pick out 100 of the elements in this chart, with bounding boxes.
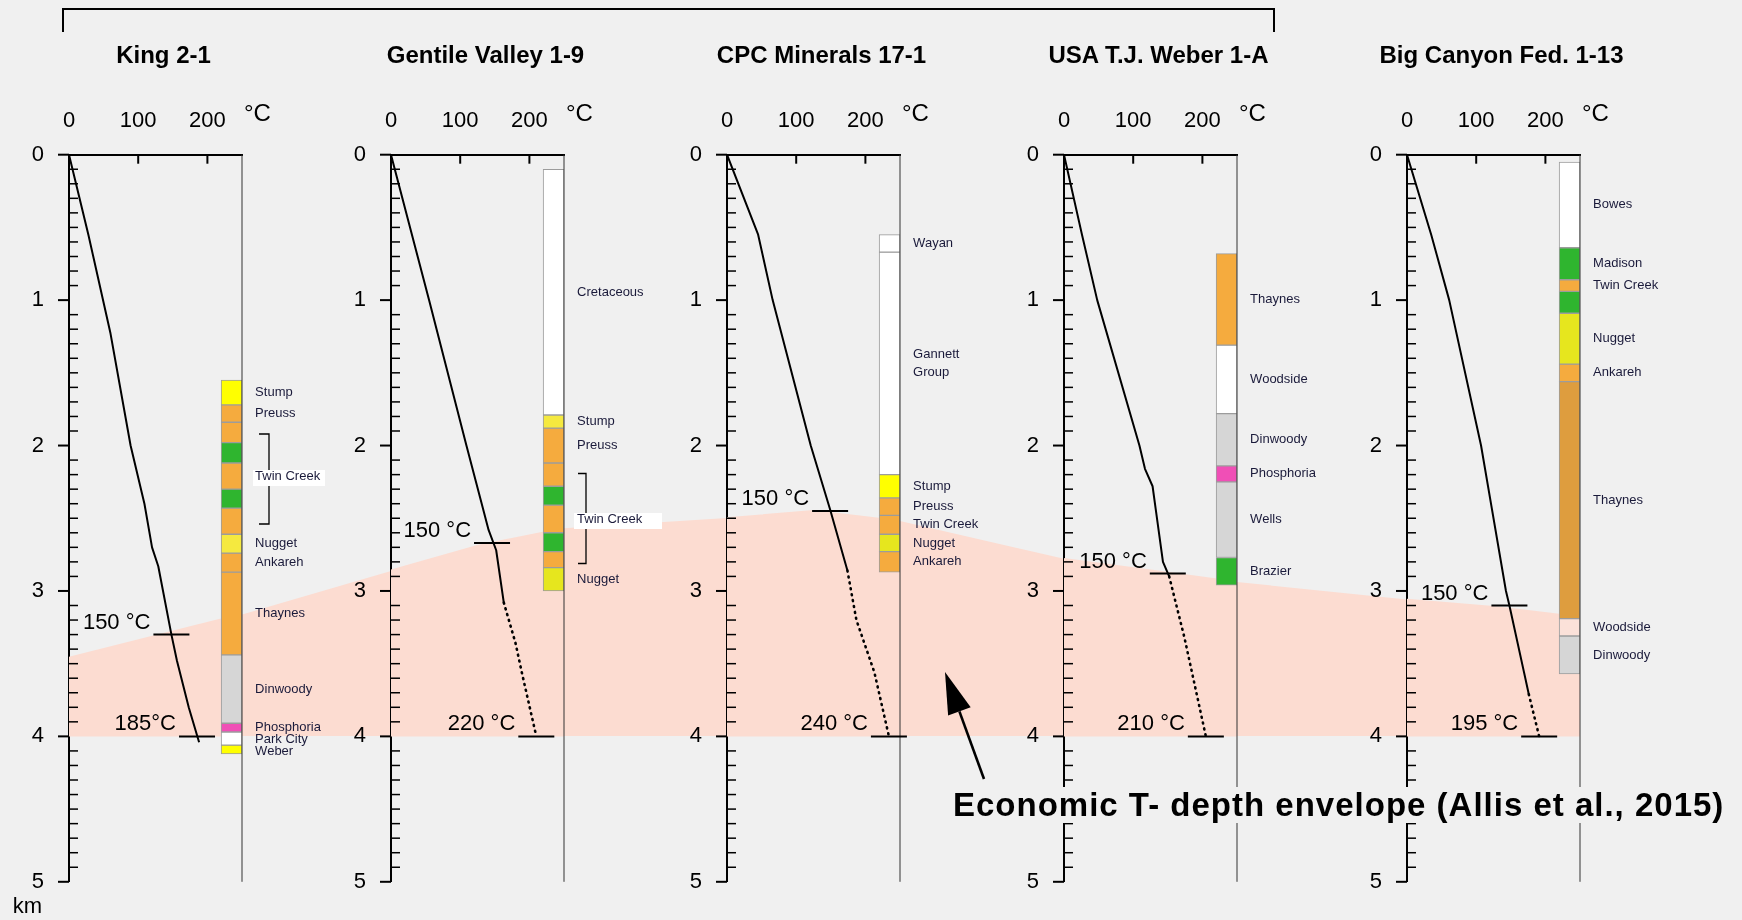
series-label: Nugget xyxy=(255,535,298,551)
y-axis-title: km xyxy=(12,892,42,918)
y-tick-label: 5 xyxy=(689,867,702,893)
x-tick-label: 200 xyxy=(1184,106,1221,132)
series-label: Wells xyxy=(1250,511,1283,527)
x-axis-title: °C xyxy=(902,99,929,127)
annotation: Economic T- depth envelope (Allis et al., 2015) xyxy=(950,786,1728,823)
x-tick-label: 200 xyxy=(189,106,226,132)
y-tick-label: 3 xyxy=(31,577,44,603)
series-label: Ankareh xyxy=(913,553,962,569)
y-tick-label: 5 xyxy=(1369,867,1382,893)
series-label: Woodside xyxy=(1250,370,1308,386)
series-label: Weber xyxy=(255,743,294,759)
x-tick-label: 0 xyxy=(62,106,76,132)
y-tick-label: 0 xyxy=(353,140,366,166)
annotation: 185°C xyxy=(114,710,177,736)
series-label: Stump xyxy=(577,413,615,429)
series-label: Dinwoody xyxy=(255,680,313,696)
series-label: Stump xyxy=(255,384,293,400)
x-axis-title: °C xyxy=(1239,99,1266,127)
series-label: Thaynes xyxy=(1250,290,1301,306)
x-tick-label: 100 xyxy=(1114,106,1152,132)
y-tick-label: 4 xyxy=(689,722,702,748)
annotation: 195 °C xyxy=(1450,710,1519,736)
y-tick-label: 0 xyxy=(1369,140,1382,166)
series-label: Nugget xyxy=(1593,330,1636,346)
y-tick-label: 1 xyxy=(1026,286,1039,312)
y-tick-label: 1 xyxy=(1369,286,1382,312)
series-label: Gannett Group xyxy=(913,345,960,379)
chart-title: Gentile Valley 1-9 xyxy=(386,40,585,68)
annotation: 240 °C xyxy=(800,710,869,736)
series-label: Preuss xyxy=(913,498,955,514)
y-tick-label: 4 xyxy=(353,722,366,748)
series-label: Thaynes xyxy=(1593,491,1644,507)
annotation: 150 °C xyxy=(82,608,151,634)
x-tick-label: 100 xyxy=(119,106,157,132)
y-tick-label: 1 xyxy=(689,286,702,312)
y-tick-label: 1 xyxy=(353,286,366,312)
y-tick-label: 3 xyxy=(353,577,366,603)
series-label: Ankareh xyxy=(255,554,304,570)
x-tick-label: 0 xyxy=(1400,106,1414,132)
y-tick-label: 3 xyxy=(1369,577,1382,603)
annotation: 150 °C xyxy=(1079,547,1147,573)
y-tick-label: 2 xyxy=(353,431,366,457)
annotation: 220 °C xyxy=(447,710,516,736)
series-label: Ankareh xyxy=(1593,364,1642,380)
y-tick-label: 4 xyxy=(1369,722,1382,748)
series-label: Woodside xyxy=(1593,618,1651,634)
y-tick-label: 0 xyxy=(31,140,44,166)
x-axis-title: °C xyxy=(1582,99,1609,127)
series-label: Stump xyxy=(913,477,951,493)
series-label: Twin Creek xyxy=(577,510,643,526)
chart-title: Big Canyon Fed. 1-13 xyxy=(1379,40,1624,68)
x-tick-label: 0 xyxy=(720,106,734,132)
series-label: Thaynes xyxy=(255,605,306,621)
annotation: 210 °C xyxy=(1117,710,1185,736)
series-label: Phosphoria xyxy=(1250,465,1317,481)
series-label: Twin Creek xyxy=(913,516,979,532)
annotation: 150 °C xyxy=(741,485,810,511)
chart-title: USA T.J. Weber 1-A xyxy=(1048,40,1269,68)
y-tick-label: 2 xyxy=(31,431,44,457)
y-tick-label: 4 xyxy=(1026,722,1039,748)
series-label: Madison xyxy=(1593,255,1643,271)
series-label: Dinwoody xyxy=(1593,646,1651,662)
x-tick-label: 0 xyxy=(384,106,398,132)
series-label: Brazier xyxy=(1250,562,1292,578)
x-tick-label: 100 xyxy=(777,106,815,132)
y-tick-label: 5 xyxy=(353,867,366,893)
series-label: Phosphoria xyxy=(255,719,322,735)
y-tick-label: 5 xyxy=(31,867,44,893)
series-label: Nugget xyxy=(577,570,620,586)
x-tick-label: 200 xyxy=(511,106,548,132)
series-label: Twin Creek xyxy=(255,467,321,483)
series-label: Twin Creek xyxy=(1593,277,1659,293)
annotation: 150 °C xyxy=(403,517,472,543)
series-label: Bowes xyxy=(1593,196,1633,212)
y-tick-label: 0 xyxy=(689,140,702,166)
x-tick-label: 100 xyxy=(1457,106,1495,132)
y-tick-label: 2 xyxy=(689,431,702,457)
x-tick-label: 200 xyxy=(1527,106,1564,132)
x-axis-title: °C xyxy=(566,99,593,127)
chart-title: King 2-1 xyxy=(116,40,211,68)
y-tick-label: 5 xyxy=(1026,867,1039,893)
series-label: Cretaceous xyxy=(577,283,645,299)
x-tick-label: 100 xyxy=(441,106,479,132)
annotation: 150 °C xyxy=(1420,579,1489,605)
y-tick-label: 0 xyxy=(1026,140,1039,166)
x-axis-title: °C xyxy=(244,99,271,127)
y-tick-label: 1 xyxy=(31,286,44,312)
chart-title: CPC Minerals 17-1 xyxy=(716,40,927,68)
y-tick-label: 2 xyxy=(1369,431,1382,457)
series-label: Preuss xyxy=(255,405,297,421)
series-label: Nugget xyxy=(913,534,956,550)
y-tick-label: 3 xyxy=(1026,577,1039,603)
x-tick-label: 0 xyxy=(1057,106,1071,132)
series-label: Wayan xyxy=(913,234,954,250)
y-tick-label: 2 xyxy=(1026,431,1039,457)
y-tick-label: 4 xyxy=(31,722,44,748)
series-label: Dinwoody xyxy=(1250,431,1308,447)
series-label: Preuss xyxy=(577,437,619,453)
